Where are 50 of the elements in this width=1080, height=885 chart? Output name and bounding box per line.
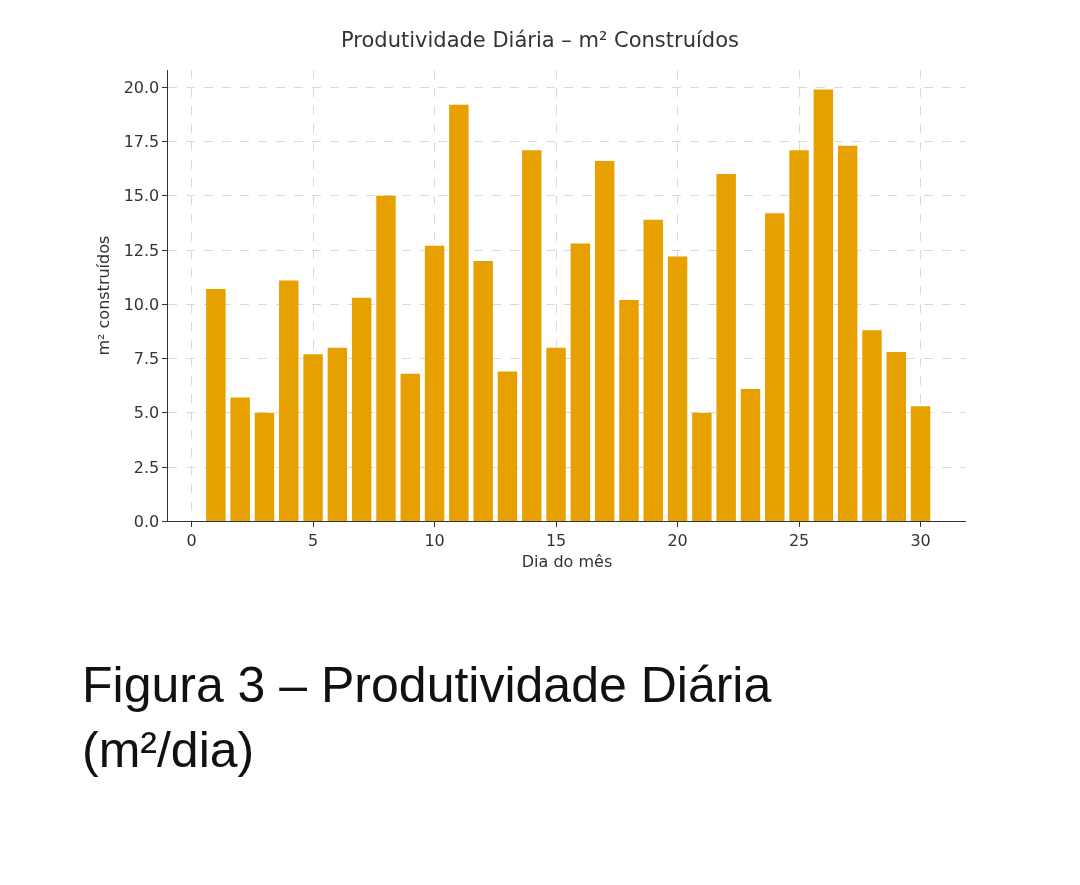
x-axis-title: Dia do mês bbox=[521, 552, 613, 572]
x-tick-label: 20 bbox=[667, 531, 688, 551]
bar bbox=[910, 406, 931, 522]
bar bbox=[692, 412, 712, 522]
bar bbox=[424, 245, 445, 522]
bar bbox=[351, 297, 372, 522]
y-tick-label: 20.0 bbox=[123, 77, 160, 97]
bar bbox=[376, 195, 396, 522]
bar bbox=[886, 352, 906, 522]
bar bbox=[716, 174, 736, 522]
bar bbox=[400, 373, 420, 522]
y-tick-label: 17.5 bbox=[123, 132, 160, 152]
bar bbox=[594, 161, 615, 522]
y-tick-label: 10.0 bbox=[123, 294, 160, 314]
y-tick-label: 7.5 bbox=[133, 349, 160, 369]
bar bbox=[619, 299, 639, 522]
bar bbox=[667, 256, 688, 522]
bar bbox=[230, 397, 250, 522]
y-tick-label: 15.0 bbox=[123, 186, 160, 206]
y-tick-label: 2.5 bbox=[133, 457, 160, 477]
y-axis-title: m² construídos bbox=[93, 235, 113, 356]
bar bbox=[497, 371, 518, 522]
bar bbox=[570, 243, 591, 522]
x-tick-label: 0 bbox=[186, 531, 197, 551]
x-tick-label: 25 bbox=[788, 531, 810, 551]
x-tick-label: 15 bbox=[545, 531, 567, 551]
y-tick-label: 12.5 bbox=[123, 240, 160, 260]
x-tick-label: 30 bbox=[910, 531, 931, 551]
x-tick-label: 10 bbox=[424, 531, 445, 551]
chart-title: Produtividade Diária – m² Construídos bbox=[341, 28, 739, 53]
bar bbox=[206, 289, 226, 522]
bar bbox=[327, 347, 348, 522]
bar bbox=[862, 330, 882, 522]
bar bbox=[643, 219, 663, 522]
bar bbox=[449, 104, 469, 522]
bar bbox=[546, 347, 566, 522]
x-tick-label: 5 bbox=[307, 531, 319, 551]
bar bbox=[789, 150, 809, 522]
bar bbox=[279, 280, 299, 522]
bar bbox=[837, 145, 858, 522]
bar bbox=[740, 388, 761, 522]
y-tick-label: 0.0 bbox=[133, 511, 160, 531]
bar bbox=[303, 354, 323, 522]
bar bbox=[473, 260, 493, 522]
bar bbox=[765, 213, 785, 522]
bar bbox=[813, 89, 834, 522]
bar bbox=[522, 150, 542, 522]
y-tick-label: 5.0 bbox=[133, 403, 160, 423]
bar bbox=[254, 412, 275, 522]
text: Figura 3 – Produtividade Diária (m²/dia) bbox=[82, 657, 772, 778]
